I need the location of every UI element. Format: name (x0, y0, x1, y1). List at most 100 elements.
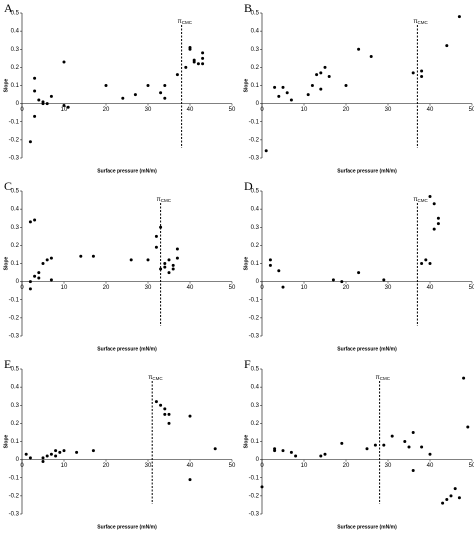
data-point (62, 103, 66, 107)
y-tick-label: 0.4 (251, 385, 260, 391)
x-tick-label: 30 (385, 107, 392, 113)
data-point (319, 71, 323, 75)
data-point (281, 85, 285, 89)
y-tick-label: 0 (256, 279, 260, 285)
data-point (171, 263, 175, 267)
y-tick-label: -0.3 (249, 512, 260, 518)
x-tick-label: 30 (385, 463, 392, 469)
x-tick-label: 20 (343, 285, 350, 291)
y-tick-label: 0 (16, 457, 20, 463)
data-point (289, 450, 293, 454)
data-point (188, 414, 192, 418)
data-point (449, 494, 453, 498)
data-point (154, 234, 158, 238)
x-tick-label: 40 (427, 463, 434, 469)
x-tick-label: 10 (301, 463, 308, 469)
data-point (33, 114, 37, 118)
data-point (49, 94, 53, 98)
y-tick-label: 0.4 (11, 207, 20, 213)
data-point (273, 449, 277, 453)
data-point (453, 487, 457, 491)
data-point (407, 445, 411, 449)
panel-letter: F (244, 357, 251, 371)
data-point (323, 65, 327, 69)
x-tick-label: 40 (427, 285, 434, 291)
data-point (277, 269, 281, 273)
cmc-annotation: πCMC (376, 375, 391, 382)
x-tick-label: 10 (61, 107, 68, 113)
x-tick-label: 30 (385, 285, 392, 291)
data-point (175, 256, 179, 260)
panel-letter: C (4, 179, 12, 193)
y-axis-label: Slope (3, 434, 9, 448)
y-tick-label: -0.1 (9, 119, 20, 125)
y-axis-label: Slope (3, 78, 9, 92)
y-tick-label: -0.3 (9, 156, 20, 162)
panel-letter: A (4, 1, 13, 15)
data-point (310, 84, 314, 87)
data-point (411, 430, 415, 434)
y-tick-label: 0.1 (251, 83, 260, 89)
y-tick-label: 0.5 (11, 367, 20, 373)
data-point (188, 47, 192, 51)
cmc-subscript: CMC (161, 198, 172, 203)
data-point (167, 258, 171, 262)
data-point (281, 449, 285, 453)
x-tick-label: 10 (61, 285, 68, 291)
y-tick-label: -0.2 (9, 493, 20, 499)
y-tick-label: -0.3 (9, 334, 20, 340)
x-tick-label: 10 (301, 107, 308, 113)
data-point (285, 91, 289, 95)
y-tick-label: 0.1 (251, 439, 260, 445)
data-point (462, 376, 466, 380)
x-tick-label: 20 (103, 285, 110, 291)
cmc-subscript: CMC (418, 20, 429, 25)
data-point (192, 58, 196, 62)
y-tick-label: -0.2 (249, 493, 260, 499)
data-point (159, 225, 163, 229)
x-axis-label: Surface pressure (mN/m) (337, 168, 397, 174)
x-tick-label: 50 (229, 463, 236, 469)
x-axis-label: Surface pressure (mN/m) (97, 524, 157, 530)
data-point (289, 98, 293, 102)
data-point (306, 93, 310, 97)
data-point (188, 478, 192, 482)
data-point (175, 247, 179, 251)
data-point (28, 456, 32, 460)
x-tick-label: 20 (343, 463, 350, 469)
data-point (37, 98, 41, 102)
data-point (382, 278, 386, 282)
y-tick-label: 0.4 (251, 29, 260, 35)
data-point (273, 85, 277, 89)
y-tick-label: 0.2 (251, 65, 260, 71)
data-point (91, 449, 95, 453)
data-point (159, 403, 163, 407)
data-point (327, 74, 331, 78)
data-point (184, 65, 188, 69)
x-tick-label: 50 (229, 285, 236, 291)
panel: B-0.3-0.2-0.100.10.20.30.40.50 10 20 30 40 50… (243, 1, 474, 175)
y-tick-label: 0.3 (251, 47, 260, 53)
data-point (41, 456, 45, 460)
data-point (154, 400, 158, 404)
x-tick-label: 50 (469, 107, 474, 113)
data-point (420, 74, 424, 78)
data-point (163, 407, 167, 411)
x-tick-label: 30 (145, 285, 152, 291)
data-point (432, 227, 436, 231)
y-tick-label: 0.2 (251, 421, 260, 427)
y-tick-label: 0.1 (251, 261, 260, 267)
y-tick-label: 0.5 (11, 11, 20, 17)
y-tick-label: 0.2 (251, 243, 260, 249)
data-point (146, 258, 150, 262)
data-point (411, 469, 415, 472)
data-point (428, 262, 432, 265)
x-tick-label: 10 (301, 285, 308, 291)
x-tick-label: 0 (20, 285, 24, 291)
cmc-subscript: CMC (418, 198, 429, 203)
x-tick-label: 40 (187, 463, 194, 469)
data-point (163, 262, 167, 265)
data-point (420, 445, 424, 449)
data-point (428, 452, 432, 456)
